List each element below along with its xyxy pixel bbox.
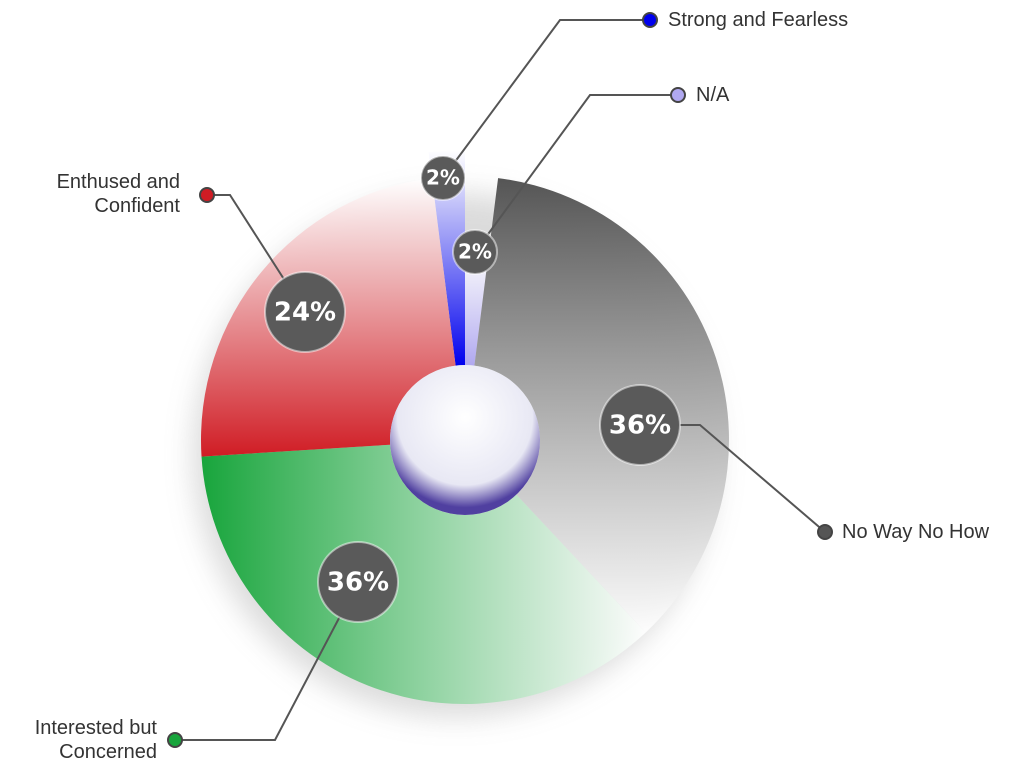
legend-dot bbox=[167, 732, 183, 748]
slice bbox=[465, 250, 489, 366]
legend-label: N/A bbox=[696, 84, 730, 106]
data-label: 2% bbox=[426, 166, 460, 190]
legend-dot bbox=[199, 187, 215, 203]
value-bubble bbox=[264, 271, 346, 353]
legend-label: Strong and Fearless bbox=[668, 9, 849, 31]
slice bbox=[428, 150, 465, 366]
data-label: 24% bbox=[274, 298, 336, 328]
donut-hole bbox=[390, 365, 540, 515]
data-label: 36% bbox=[609, 411, 671, 441]
legend-dot bbox=[642, 12, 658, 28]
legend-label: Interested but Concerned bbox=[34, 717, 157, 763]
slice bbox=[201, 444, 646, 705]
value-bubble bbox=[599, 384, 681, 466]
legend-label: Enthused and Confident bbox=[56, 171, 180, 217]
data-label: 2% bbox=[458, 240, 492, 264]
legend-dot bbox=[817, 524, 833, 540]
value-bubble bbox=[317, 541, 399, 623]
legend-label: No Way No How bbox=[842, 521, 990, 543]
data-label: 36% bbox=[327, 568, 389, 598]
slice bbox=[474, 178, 730, 633]
legend-dot bbox=[670, 87, 686, 103]
leader-line bbox=[175, 581, 359, 741]
leader-line bbox=[442, 19, 650, 179]
value-bubble bbox=[452, 229, 498, 275]
value-bubble bbox=[420, 155, 466, 201]
leader-line bbox=[474, 94, 678, 253]
